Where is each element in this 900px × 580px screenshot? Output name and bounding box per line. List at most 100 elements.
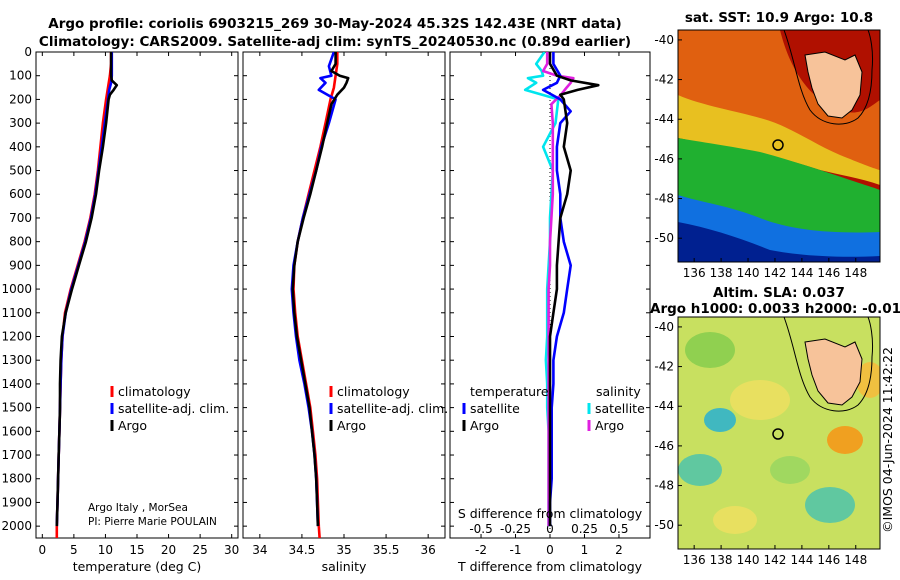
x-tick-label: 1 (581, 543, 589, 557)
x-tick-label: 35.5 (373, 543, 400, 557)
sst-map-frame (677, 29, 881, 263)
y-tick-label: 100 (9, 69, 32, 83)
s-tick-label: 0.25 (571, 522, 598, 536)
x-tick-label: 25 (192, 543, 207, 557)
map-x-tick-label: 138 (710, 553, 733, 567)
sla-patch (678, 454, 722, 486)
sla-shelf-contour (783, 317, 873, 412)
map-x-tick-label: 140 (737, 553, 760, 567)
x-tick-label: 15 (129, 543, 144, 557)
caption-line1: Argo Italy , MorSea (88, 502, 188, 514)
y-tick-label: 900 (9, 258, 32, 272)
y-tick-label: 300 (9, 116, 32, 130)
legend-satellite: satellite-adj. clim. (118, 401, 229, 416)
x-tick-label: 35 (336, 543, 351, 557)
y-tick-label: 1600 (1, 424, 32, 438)
y-tick-label: 1200 (1, 329, 32, 343)
diff-legend-t-argo: Argo (470, 418, 499, 433)
temperature-legend: climatology satellite-adj. clim. Argo (110, 384, 229, 433)
salinity-xlabel: salinity (322, 559, 367, 574)
s-tick-label: -0.5 (469, 522, 492, 536)
map-x-tick-label: 142 (764, 266, 787, 280)
figure-title-line1: Argo profile: coriolis 6903215_269 30-Ma… (48, 16, 621, 32)
sst-map (678, 30, 880, 262)
sst-deepblue-band (678, 222, 880, 262)
map-x-tick-label: 140 (737, 266, 760, 280)
x-tick-label: 34 (252, 543, 267, 557)
s-tick-label: -0.25 (500, 522, 531, 536)
sal-legend-satellite: satellite-adj. clim. (337, 401, 448, 416)
y-tick-label: 400 (9, 140, 32, 154)
sla-patch (713, 506, 757, 534)
figure-title-line2: Climatology: CARS2009. Satellite-adj cli… (39, 34, 631, 50)
sla-map-subtitle: Argo h1000: 0.0033 h2000: -0.015 (650, 301, 900, 317)
sla-patch (704, 408, 736, 432)
map-y-tick-label: -44 (654, 399, 674, 413)
y-tick-label: 1000 (1, 282, 32, 296)
diff-legend-title-temperature: temperature (470, 384, 549, 399)
t-diff-satellite-line (541, 52, 573, 527)
salinity-axes (242, 51, 446, 539)
map-x-tick-label: 138 (710, 266, 733, 280)
imos-footer: ©IMOS 04-Jun-2024 11:42:22 (880, 347, 895, 533)
map-y-tick-label: -50 (654, 231, 674, 245)
map-y-tick-label: -46 (654, 439, 674, 453)
caption-line2: PI: Pierre Marie POULAIN (88, 516, 217, 528)
sla-patch (827, 426, 863, 454)
map-x-tick-label: 136 (683, 266, 706, 280)
difference-xlabel: T difference from climatology (457, 559, 643, 574)
map-x-tick-label: 146 (817, 266, 840, 280)
temperature-argo-line (55, 52, 119, 527)
map-y-tick-label: -40 (654, 33, 674, 47)
diff-legend-title-salinity: salinity (596, 384, 641, 399)
temperature-axes (35, 51, 239, 539)
y-tick-label: 1800 (1, 472, 32, 486)
sla-map-title: Altim. SLA: 0.037 (713, 285, 845, 301)
sst-float-marker (772, 139, 784, 151)
sla-map (678, 317, 880, 549)
map-y-tick-label: -40 (654, 320, 674, 334)
sla-patch (685, 332, 735, 368)
x-tick-label: -2 (475, 543, 487, 557)
map-y-tick-label: -48 (654, 192, 674, 206)
s-tick-label: 0.5 (609, 522, 628, 536)
sst-map-title: sat. SST: 10.9 Argo: 10.8 (685, 10, 873, 26)
tasmania-landmass (804, 51, 863, 119)
y-tick-label: 600 (9, 187, 32, 201)
tasmania-landmass-sla (804, 338, 863, 406)
y-tick-label: 1400 (1, 377, 32, 391)
y-tick-label: 1500 (1, 401, 32, 415)
legend-argo: Argo (118, 418, 147, 433)
sla-map-frame (677, 316, 881, 550)
map-x-tick-label: 136 (683, 553, 706, 567)
y-tick-label: 200 (9, 92, 32, 106)
sst-shelf-contour (783, 30, 873, 125)
map-y-tick-label: -46 (654, 152, 674, 166)
map-x-tick-label: 142 (764, 553, 787, 567)
sal-legend-argo: Argo (337, 418, 366, 433)
sal-legend-climatology: climatology (337, 384, 410, 399)
y-tick-label: 1300 (1, 353, 32, 367)
map-x-tick-label: 144 (790, 553, 813, 567)
map-y-tick-label: -42 (654, 73, 674, 87)
map-y-tick-label: -48 (654, 479, 674, 493)
x-tick-label: 20 (161, 543, 176, 557)
sla-patch (730, 380, 790, 420)
sla-float-marker (772, 428, 784, 440)
diff-legend-s-argo: Argo (595, 418, 624, 433)
difference-legend: temperature salinity satellite Argo sate… (462, 384, 645, 433)
x-tick-label: 34.5 (289, 543, 316, 557)
x-tick-label: 0 (546, 543, 554, 557)
map-y-tick-label: -42 (654, 360, 674, 374)
x-tick-label: 5 (70, 543, 78, 557)
map-y-tick-label: -50 (654, 518, 674, 532)
sla-patch (805, 487, 855, 523)
x-tick-label: -1 (510, 543, 522, 557)
y-tick-label: 1100 (1, 306, 32, 320)
y-tick-label: 700 (9, 211, 32, 225)
map-x-tick-label: 146 (817, 553, 840, 567)
y-tick-label: 1900 (1, 495, 32, 509)
y-tick-label: 800 (9, 235, 32, 249)
x-tick-label: 36 (421, 543, 436, 557)
